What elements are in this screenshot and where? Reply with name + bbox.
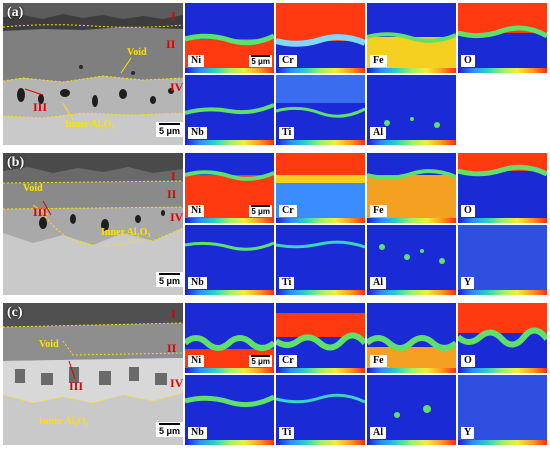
zone-i-a: I: [171, 9, 176, 23]
eds-label-c-y: Y: [461, 427, 475, 439]
eds-map-a-al: Al: [367, 75, 456, 145]
eds-map-c-ti: Ti: [276, 375, 365, 445]
eds-map-c-ni: Ni 5 μm: [185, 303, 274, 373]
eds-label-c-cr: Cr: [279, 355, 297, 367]
eds-label-a-al: Al: [370, 127, 386, 139]
sem-micrograph-a: [3, 3, 183, 145]
eds-label-a-ni: Ni: [188, 55, 204, 67]
eds-label-a-nb: Nb: [188, 127, 207, 139]
eds-map-b-cr: Cr: [276, 153, 365, 223]
eds-label-b-cr: Cr: [279, 205, 297, 217]
eds-label-b-o: O: [461, 205, 475, 217]
eds-label-a-ti: Ti: [279, 127, 295, 139]
zone-ii-c: II: [167, 341, 177, 355]
zone-ii-a: II: [166, 37, 176, 51]
eds-map-a-cr: Cr: [276, 3, 365, 73]
inner-al2o3-label-b: Inner Al₂O₃: [101, 227, 151, 238]
zone-ii-b: II: [167, 187, 177, 201]
scale-bar-c-label: 5 μm: [159, 426, 181, 436]
panel-letter-a: (a): [7, 5, 24, 20]
eds-label-a-fe: Fe: [370, 55, 387, 67]
eds-label-b-fe: Fe: [370, 205, 387, 217]
eds-label-c-al: Al: [370, 427, 386, 439]
map-scale-b: 5 μm: [249, 205, 272, 217]
eds-map-c-al: Al: [367, 375, 456, 445]
scale-bar-a: 5 μm: [156, 122, 183, 137]
map-scale-a-label: 5 μm: [251, 57, 270, 66]
eds-label-c-ti: Ti: [279, 427, 295, 439]
eds-map-c-cr: Cr: [276, 303, 365, 373]
eds-map-a-nb: Nb: [185, 75, 274, 145]
eds-map-a-fe: Fe: [367, 3, 456, 73]
eds-map-c-o: O: [458, 303, 547, 373]
inner-al2o3-label-c: Inner Al₂O₃: [39, 416, 89, 427]
zone-iii-c: III: [69, 379, 84, 393]
sem-image-c: (c) I II III IV Void Inner Al₂O₃ 5 μm: [3, 303, 183, 445]
eds-map-c-nb: Nb: [185, 375, 274, 445]
sem-micrograph-c: [3, 303, 183, 445]
zone-iv-b: IV: [170, 210, 183, 224]
zone-iv-a: IV: [170, 80, 183, 94]
eds-map-a-ni: Ni 5 μm: [185, 3, 274, 73]
eds-map-b-y: Y: [458, 225, 547, 295]
scale-bar-c: 5 μm: [156, 422, 183, 437]
eds-label-c-nb: Nb: [188, 427, 207, 439]
void-label-a: Void: [127, 47, 147, 58]
eds-map-c-y: Y: [458, 375, 547, 445]
void-label-c: Void: [39, 339, 59, 350]
sem-image-b: (b) I II III IV Void Inner Al₂O₃ 5 μm: [3, 153, 183, 295]
eds-label-a-cr: Cr: [279, 55, 297, 67]
scale-bar-b: 5 μm: [156, 272, 183, 287]
eds-label-b-nb: Nb: [188, 277, 207, 289]
eds-label-a-o: O: [461, 55, 475, 67]
scale-bar-a-label: 5 μm: [159, 126, 181, 136]
eds-map-b-al: Al: [367, 225, 456, 295]
eds-map-c-fe: Fe: [367, 303, 456, 373]
eds-label-b-al: Al: [370, 277, 386, 289]
eds-map-a-o: O: [458, 3, 547, 73]
sem-micrograph-b: [3, 153, 183, 295]
zone-i-b: I: [171, 169, 176, 183]
eds-label-c-o: O: [461, 355, 475, 367]
zone-i-c: I: [171, 307, 176, 321]
eds-label-b-y: Y: [461, 277, 475, 289]
sem-image-a: (a) I II III IV Void Inner Al₂O₃ 5 μm: [3, 3, 183, 145]
zone-iv-c: IV: [170, 376, 183, 390]
eds-map-b-nb: Nb: [185, 225, 274, 295]
map-scale-c-label: 5 μm: [251, 357, 270, 366]
map-scale-b-label: 5 μm: [251, 207, 270, 216]
scale-bar-b-label: 5 μm: [159, 276, 181, 286]
eds-label-b-ti: Ti: [279, 277, 295, 289]
eds-label-c-fe: Fe: [370, 355, 387, 367]
zone-iii-a: III: [33, 100, 48, 114]
void-label-b: Void: [23, 183, 43, 194]
eds-map-b-ni: Ni 5 μm: [185, 153, 274, 223]
eds-map-a-ti: Ti: [276, 75, 365, 145]
eds-map-b-fe: Fe: [367, 153, 456, 223]
map-scale-c: 5 μm: [249, 355, 272, 367]
eds-label-b-ni: Ni: [188, 205, 204, 217]
eds-map-b-ti: Ti: [276, 225, 365, 295]
panel-letter-c: (c): [7, 305, 23, 320]
inner-al2o3-label-a: Inner Al₂O₃: [65, 119, 115, 130]
zone-iii-b: III: [33, 205, 48, 219]
eds-map-b-o: O: [458, 153, 547, 223]
eds-label-c-ni: Ni: [188, 355, 204, 367]
panel-letter-b: (b): [7, 155, 25, 170]
map-scale-a: 5 μm: [249, 55, 272, 67]
